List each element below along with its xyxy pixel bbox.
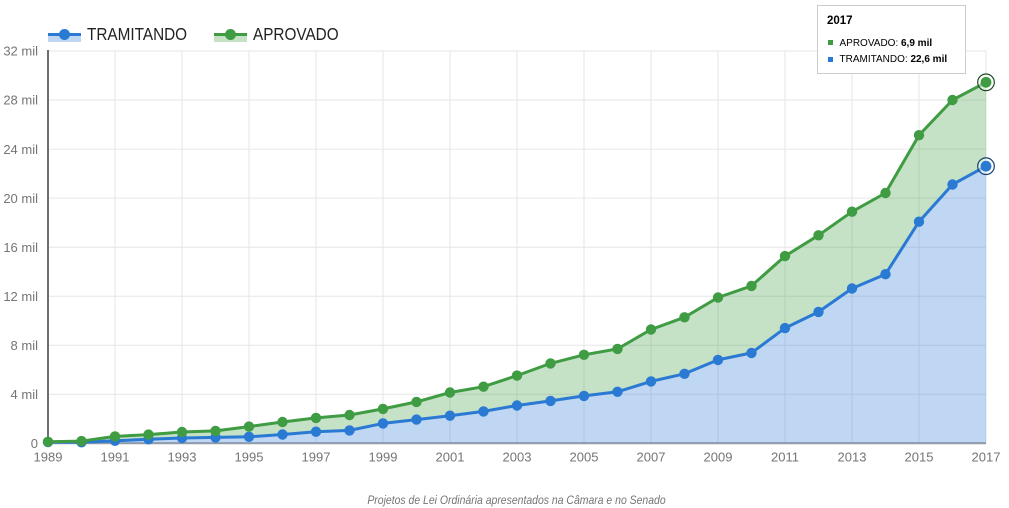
svg-text:2015: 2015	[905, 449, 934, 464]
svg-text:28 mil: 28 mil	[3, 93, 38, 108]
svg-text:2013: 2013	[838, 449, 867, 464]
svg-text:4 mil: 4 mil	[11, 387, 39, 402]
svg-text:2009: 2009	[704, 449, 733, 464]
svg-text:2005: 2005	[570, 449, 599, 464]
svg-text:16 mil: 16 mil	[3, 240, 38, 255]
svg-text:1989: 1989	[34, 449, 63, 464]
svg-text:2003: 2003	[503, 449, 532, 464]
svg-text:1999: 1999	[369, 449, 398, 464]
svg-text:1993: 1993	[168, 449, 197, 464]
svg-text:12 mil: 12 mil	[3, 289, 38, 304]
svg-text:2017: 2017	[972, 449, 1001, 464]
svg-text:2007: 2007	[637, 449, 666, 464]
svg-text:8 mil: 8 mil	[11, 338, 39, 353]
svg-text:24 mil: 24 mil	[3, 142, 38, 157]
svg-text:2011: 2011	[771, 449, 799, 464]
svg-text:32 mil: 32 mil	[3, 44, 38, 59]
svg-text:1997: 1997	[302, 449, 331, 464]
svg-text:2001: 2001	[436, 449, 465, 464]
svg-text:0: 0	[31, 436, 38, 451]
svg-text:20 mil: 20 mil	[3, 191, 38, 206]
svg-text:1991: 1991	[101, 449, 130, 464]
svg-text:1995: 1995	[235, 449, 264, 464]
